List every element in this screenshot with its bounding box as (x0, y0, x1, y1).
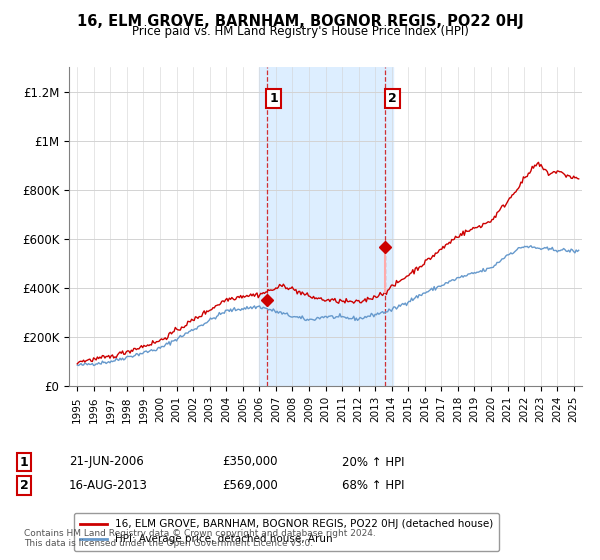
Text: £569,000: £569,000 (222, 479, 278, 492)
Text: This data is licensed under the Open Government Licence v3.0.: This data is licensed under the Open Gov… (24, 539, 313, 548)
Text: Price paid vs. HM Land Registry's House Price Index (HPI): Price paid vs. HM Land Registry's House … (131, 25, 469, 38)
Text: £350,000: £350,000 (222, 455, 277, 469)
Legend: 16, ELM GROVE, BARNHAM, BOGNOR REGIS, PO22 0HJ (detached house), HPI: Average pr: 16, ELM GROVE, BARNHAM, BOGNOR REGIS, PO… (74, 513, 499, 550)
Text: 2: 2 (388, 92, 397, 105)
Text: 1: 1 (20, 455, 28, 469)
Text: 16, ELM GROVE, BARNHAM, BOGNOR REGIS, PO22 0HJ: 16, ELM GROVE, BARNHAM, BOGNOR REGIS, PO… (77, 14, 523, 29)
Text: 20% ↑ HPI: 20% ↑ HPI (342, 455, 404, 469)
Text: 1: 1 (269, 92, 278, 105)
Text: 2: 2 (20, 479, 28, 492)
Text: Contains HM Land Registry data © Crown copyright and database right 2024.: Contains HM Land Registry data © Crown c… (24, 529, 376, 538)
Bar (259, 67, 394, 386)
Text: 16-AUG-2013: 16-AUG-2013 (69, 479, 148, 492)
Text: 21-JUN-2006: 21-JUN-2006 (69, 455, 144, 469)
Text: 68% ↑ HPI: 68% ↑ HPI (342, 479, 404, 492)
